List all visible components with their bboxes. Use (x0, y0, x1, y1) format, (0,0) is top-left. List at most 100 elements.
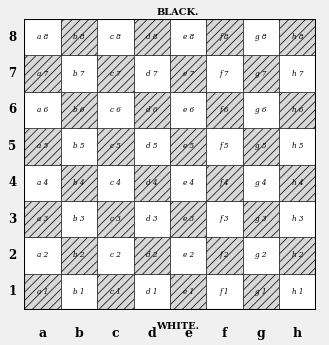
Text: d 3: d 3 (146, 215, 158, 223)
Bar (24, 165, 61, 201)
Text: f: f (222, 327, 227, 340)
Text: g 4: g 4 (255, 179, 267, 187)
Text: d 8: d 8 (146, 33, 158, 41)
Bar (170, 237, 206, 274)
Text: g 6: g 6 (255, 106, 267, 114)
Bar (24, 56, 61, 92)
Text: e 3: e 3 (183, 215, 194, 223)
Text: WHITE.: WHITE. (156, 322, 199, 331)
Bar (134, 19, 170, 56)
Text: a 6: a 6 (37, 106, 48, 114)
Text: b 5: b 5 (73, 142, 85, 150)
Bar (170, 128, 206, 165)
Text: a: a (38, 327, 47, 340)
Bar (206, 165, 243, 201)
Bar (243, 201, 279, 237)
Text: d: d (147, 327, 156, 340)
Text: 4: 4 (8, 176, 16, 189)
Text: e 4: e 4 (183, 179, 194, 187)
Text: c 7: c 7 (110, 70, 121, 78)
Bar (24, 128, 61, 165)
Bar (97, 92, 134, 128)
Bar (206, 237, 243, 274)
Text: f 6: f 6 (220, 106, 229, 114)
Text: e 1: e 1 (183, 288, 194, 296)
Bar (97, 56, 134, 92)
Bar (206, 128, 243, 165)
Text: c 5: c 5 (110, 142, 121, 150)
Text: g 7: g 7 (255, 70, 267, 78)
Bar (206, 274, 243, 310)
Text: g: g (257, 327, 265, 340)
Bar (61, 237, 97, 274)
Text: b 8: b 8 (73, 33, 85, 41)
Bar (279, 237, 316, 274)
Text: f 8: f 8 (220, 33, 229, 41)
Text: c 1: c 1 (110, 288, 121, 296)
Text: b 2: b 2 (73, 252, 85, 259)
Bar (61, 19, 97, 56)
Text: d 5: d 5 (146, 142, 158, 150)
Text: a 1: a 1 (37, 288, 48, 296)
Text: 8: 8 (8, 31, 16, 44)
Text: h 7: h 7 (291, 70, 303, 78)
Bar (134, 56, 170, 92)
Text: e 7: e 7 (183, 70, 194, 78)
Text: e 8: e 8 (183, 33, 194, 41)
Bar (97, 19, 134, 56)
Text: g 3: g 3 (255, 215, 267, 223)
Bar (134, 201, 170, 237)
Bar (24, 201, 61, 237)
Text: c 6: c 6 (110, 106, 121, 114)
Text: 5: 5 (8, 140, 16, 153)
Text: g 1: g 1 (255, 288, 267, 296)
Bar (61, 201, 97, 237)
Bar (97, 128, 134, 165)
Bar (243, 92, 279, 128)
Text: c 3: c 3 (110, 215, 121, 223)
Text: h 2: h 2 (291, 252, 303, 259)
Bar (279, 128, 316, 165)
Text: 3: 3 (8, 213, 16, 226)
Bar (206, 92, 243, 128)
Bar (134, 165, 170, 201)
Text: BLACK.: BLACK. (157, 8, 199, 17)
Bar (134, 274, 170, 310)
Bar (243, 56, 279, 92)
Text: 7: 7 (8, 67, 16, 80)
Text: h 1: h 1 (291, 288, 303, 296)
Text: b 3: b 3 (73, 215, 85, 223)
Bar (243, 165, 279, 201)
Bar (279, 92, 316, 128)
Bar (243, 237, 279, 274)
Text: h 8: h 8 (291, 33, 303, 41)
Text: a 5: a 5 (37, 142, 48, 150)
Text: a 2: a 2 (37, 252, 48, 259)
Text: b 7: b 7 (73, 70, 85, 78)
Bar (97, 165, 134, 201)
Bar (97, 274, 134, 310)
Bar (170, 56, 206, 92)
Bar (61, 128, 97, 165)
Text: c 4: c 4 (110, 179, 121, 187)
Bar (97, 201, 134, 237)
Bar (243, 128, 279, 165)
Text: h 6: h 6 (291, 106, 303, 114)
Bar (24, 92, 61, 128)
Text: d 2: d 2 (146, 252, 158, 259)
Text: c 8: c 8 (110, 33, 121, 41)
Bar (243, 274, 279, 310)
Text: f 1: f 1 (220, 288, 229, 296)
Text: e 2: e 2 (183, 252, 194, 259)
Bar (61, 92, 97, 128)
Bar (97, 237, 134, 274)
Text: h 3: h 3 (291, 215, 303, 223)
Bar (279, 201, 316, 237)
Bar (24, 274, 61, 310)
Bar (24, 237, 61, 274)
Text: h 5: h 5 (291, 142, 303, 150)
Bar (243, 19, 279, 56)
Text: g 8: g 8 (255, 33, 267, 41)
Text: h: h (293, 327, 302, 340)
Text: b 1: b 1 (73, 288, 85, 296)
